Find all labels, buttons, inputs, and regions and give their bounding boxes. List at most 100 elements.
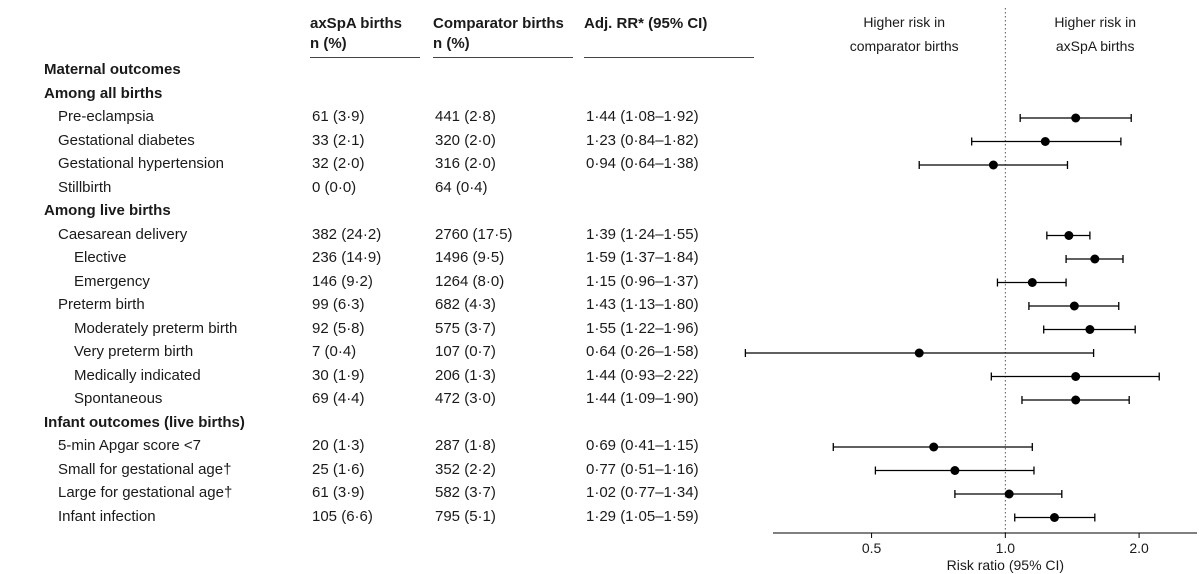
section-heading: Among all births: [44, 84, 163, 102]
forest-row: [1043, 325, 1136, 334]
row-label: Gestational hypertension: [58, 155, 224, 172]
row-label: Small for gestational age†: [58, 460, 232, 478]
row-label: Pre-eclampsia: [58, 108, 154, 125]
forest-row: [990, 372, 1160, 381]
header-underline-rr: [584, 57, 754, 58]
forest-row: [996, 278, 1067, 287]
x-tick-label: 0.5: [862, 540, 882, 556]
header-comparator-title: Comparator births: [433, 15, 564, 32]
section-heading: Maternal outcomes: [44, 61, 181, 78]
cell-comparator-n: 107 (0·7): [435, 343, 496, 360]
forest-row: [832, 442, 1033, 452]
cell-adj-rr: 0·94 (0·64–1·38): [586, 155, 699, 172]
cell-adj-rr: 1·43 (1·13–1·80): [586, 296, 699, 313]
cell-adj-rr: 1·23 (0·84–1·82): [586, 131, 699, 149]
header-underline-comparator: [433, 57, 573, 58]
cell-adj-rr: 1·39 (1·24–1·55): [586, 225, 699, 243]
header-axspa-unit: n (%): [310, 35, 347, 52]
annotation-left-line-1: Higher risk in: [863, 14, 945, 30]
point-estimate: [1040, 137, 1050, 146]
header-comparator-unit: n (%): [433, 35, 470, 52]
cell-adj-rr: 0·69 (0·41–1·15): [586, 437, 699, 454]
cell-axspa-n: 382 (24·2): [312, 225, 382, 243]
cell-adj-rr: 1·15 (0·96–1·37): [586, 272, 699, 290]
forest-row: [1021, 395, 1130, 405]
cell-axspa-n: 61 (3·9): [312, 484, 365, 501]
point-estimate: [988, 160, 998, 170]
row-label: Moderately preterm birth: [74, 319, 238, 337]
cell-axspa-n: 236 (14·9): [312, 249, 382, 266]
x-axis-ticks: 0.5 1.0 2.0: [862, 533, 1149, 556]
cell-adj-rr: 1·29 (1·05–1·59): [586, 507, 699, 525]
cell-adj-rr: 1·59 (1·37–1·84): [586, 249, 699, 266]
cell-comparator-n: 575 (3·7): [435, 319, 496, 337]
header-underline-axspa: [310, 57, 420, 58]
cell-adj-rr: 0·64 (0·26–1·58): [586, 343, 699, 360]
cell-comparator-n: 1496 (9·5): [435, 249, 505, 266]
point-estimate: [1069, 301, 1079, 311]
cell-adj-rr: 1·02 (0·77–1·34): [586, 484, 699, 501]
cell-axspa-n: 7 (0·4): [312, 343, 357, 360]
cell-comparator-n: 1264 (8·0): [435, 272, 505, 290]
x-tick-label: 2.0: [1129, 540, 1149, 556]
header-adj-rr: Adj. RR* (95% CI): [584, 14, 707, 34]
header-axspa: axSpA births n (%): [310, 14, 402, 54]
forest-row: [1028, 301, 1120, 311]
cell-axspa-n: 33 (2·1): [312, 131, 365, 149]
cell-axspa-n: 30 (1·9): [312, 366, 365, 384]
cell-axspa-n: 61 (3·9): [312, 108, 365, 125]
row-label: Caesarean delivery: [58, 225, 188, 243]
forest-row: [744, 348, 1095, 358]
point-estimate: [1071, 113, 1081, 123]
point-estimate: [929, 442, 939, 452]
cell-axspa-n: 69 (4·4): [312, 390, 365, 407]
header-axspa-title: axSpA births: [310, 15, 402, 32]
row-label: Large for gestational age†: [58, 484, 233, 501]
forest-row: [874, 466, 1035, 475]
row-label: Gestational diabetes: [58, 131, 195, 149]
point-estimate: [1064, 231, 1074, 240]
point-estimate: [950, 466, 960, 475]
cell-comparator-n: 795 (5·1): [435, 507, 496, 525]
cell-comparator-n: 441 (2·8): [435, 108, 496, 125]
point-estimate: [1027, 278, 1037, 287]
cell-axspa-n: 20 (1·3): [312, 437, 365, 454]
cell-comparator-n: 320 (2·0): [435, 131, 496, 149]
point-estimate: [1004, 489, 1014, 499]
forest-row: [1046, 231, 1091, 240]
cell-axspa-n: 146 (9·2): [312, 272, 373, 290]
forest-row: [1019, 113, 1132, 123]
cell-adj-rr: 0·77 (0·51–1·16): [586, 460, 699, 478]
row-label: Spontaneous: [74, 390, 163, 407]
cell-axspa-n: 25 (1·6): [312, 460, 365, 478]
annotation-right-line-2: axSpA births: [1056, 38, 1135, 54]
point-estimate: [1085, 325, 1095, 334]
row-label: Infant infection: [58, 507, 156, 525]
cell-comparator-n: 472 (3·0): [435, 390, 496, 407]
annotation-left-line-2: comparator births: [850, 38, 959, 54]
cell-comparator-n: 352 (2·2): [435, 460, 496, 478]
cell-comparator-n: 2760 (17·5): [435, 225, 513, 243]
cell-comparator-n: 287 (1·8): [435, 437, 496, 454]
cell-adj-rr: 1·44 (1·08–1·92): [586, 108, 699, 125]
section-heading: Infant outcomes (live births): [44, 413, 245, 431]
cell-axspa-n: 99 (6·3): [312, 296, 365, 313]
cell-axspa-n: 32 (2·0): [312, 155, 365, 172]
cell-axspa-n: 92 (5·8): [312, 319, 365, 337]
point-estimate: [1071, 395, 1081, 405]
header-comparator: Comparator births n (%): [433, 14, 564, 54]
cell-axspa-n: 0 (0·0): [312, 178, 357, 196]
row-label: Medically indicated: [74, 366, 201, 384]
cell-comparator-n: 582 (3·7): [435, 484, 496, 501]
row-label: Stillbirth: [58, 178, 112, 196]
forest-row: [954, 489, 1063, 499]
row-label: Elective: [74, 249, 127, 266]
point-estimate: [1090, 254, 1100, 264]
cell-comparator-n: 682 (4·3): [435, 296, 496, 313]
row-label: 5-min Apgar score <7: [58, 437, 201, 454]
cell-comparator-n: 316 (2·0): [435, 155, 496, 172]
row-label: Preterm birth: [58, 296, 145, 313]
cell-axspa-n: 105 (6·6): [312, 507, 373, 525]
row-label: Emergency: [74, 272, 150, 290]
forest-marks: [744, 113, 1160, 522]
